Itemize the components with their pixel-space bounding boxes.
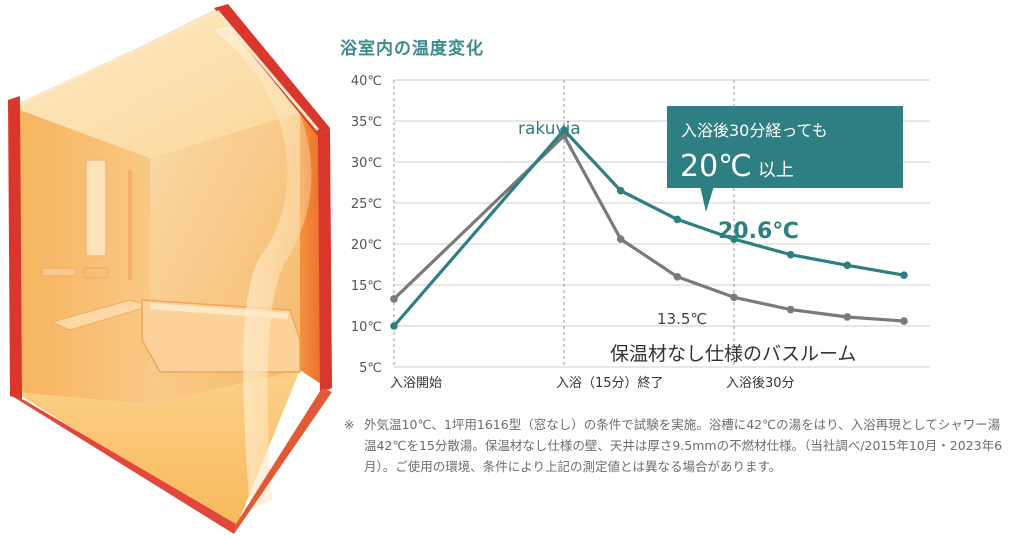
y-tick-label: 5℃	[359, 361, 382, 376]
series-point	[843, 313, 852, 321]
left-wall	[15, 108, 150, 405]
callout-suffix: 以上	[758, 160, 794, 181]
series-point	[673, 215, 682, 224]
value-label-no-insulation: 13.5℃	[657, 310, 707, 328]
y-tick-label: 20℃	[351, 238, 382, 253]
footnote: ※ 外気温10℃、1坪用1616型（窓なし）の条件で試験を実施。浴槽に42℃の湯…	[344, 414, 1012, 477]
faucet	[83, 267, 109, 279]
y-tick-label: 25℃	[351, 197, 382, 212]
series-point	[560, 126, 568, 134]
series-point	[673, 273, 682, 281]
series-point	[616, 186, 625, 195]
y-tick-label: 15℃	[351, 279, 382, 294]
red-frame-bottom-right	[234, 388, 332, 534]
callout-line1: 入浴後30分経っても	[681, 121, 828, 140]
red-frame-bottom	[12, 396, 236, 534]
series-point	[786, 250, 795, 259]
mirror	[85, 159, 107, 257]
x-marker-label: 入浴後30分	[726, 376, 795, 391]
footnote-text: 外気温10℃、1坪用1616型（窓なし）の条件で試験を実施。浴槽に42℃の湯をは…	[364, 417, 1003, 474]
curved-glass-panel	[214, 24, 312, 510]
series-label-rakuvia: rakuvia	[518, 119, 581, 139]
bathroom-illustration	[8, 4, 332, 534]
value-label-rakuvia: 20.6℃	[718, 219, 799, 244]
callout-big-value: 20℃	[680, 149, 752, 184]
y-tick-label: 40℃	[351, 74, 382, 89]
series-point	[390, 322, 398, 330]
series-point	[616, 235, 625, 243]
y-tick-label: 35℃	[351, 115, 382, 130]
callout-box	[667, 106, 903, 188]
series-point	[900, 271, 908, 279]
series-point	[730, 293, 738, 302]
red-frame-right	[318, 128, 332, 392]
callout-pointer	[700, 186, 714, 212]
ceiling	[15, 8, 300, 158]
series-label-no-insulation: 保温材なし仕様のバスルーム	[610, 343, 856, 365]
series-point	[786, 305, 795, 314]
y-tick-label: 30℃	[351, 156, 382, 171]
footnote-mark: ※	[344, 417, 355, 432]
series-line	[392, 128, 905, 328]
series-point	[843, 261, 852, 270]
callout-line2: 20℃ 以上	[680, 149, 794, 184]
y-tick-label: 10℃	[351, 320, 382, 335]
red-frame-top	[214, 4, 330, 136]
red-frame-left	[8, 96, 22, 400]
series-line	[392, 134, 905, 323]
series-point	[390, 295, 398, 303]
x-marker-label: 入浴開始	[390, 376, 442, 391]
shower-bar	[128, 170, 132, 280]
series-point	[730, 235, 738, 243]
inner-edge	[19, 10, 320, 131]
shelf	[41, 267, 77, 277]
chart-title: 浴室内の温度変化	[340, 39, 484, 59]
floor	[15, 370, 300, 530]
series-point	[900, 317, 908, 325]
x-marker-label: 入浴（15分）終了	[556, 375, 664, 391]
